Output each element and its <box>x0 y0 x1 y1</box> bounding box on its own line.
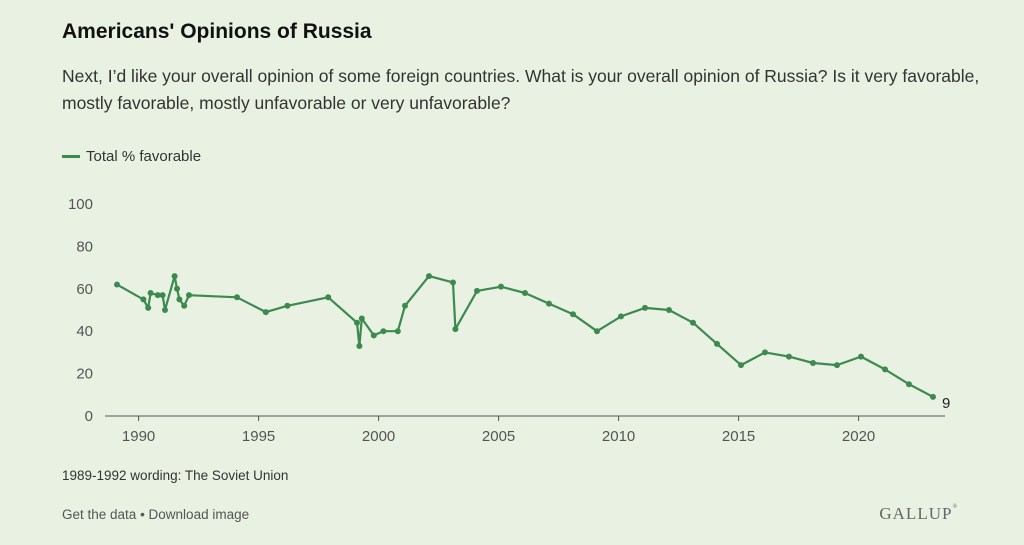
data-point <box>162 307 168 313</box>
data-point <box>380 328 387 335</box>
x-tick-label: 2005 <box>482 428 515 445</box>
get-data-link[interactable]: Get the data <box>62 507 137 522</box>
data-point <box>498 283 504 290</box>
series-line-total-favorable <box>116 275 934 398</box>
legend-label: Total % favorable <box>86 148 202 165</box>
download-image-link[interactable]: Download image <box>148 507 250 522</box>
data-point <box>690 319 696 326</box>
data-point <box>234 294 240 301</box>
link-separator: • <box>136 507 149 522</box>
data-point <box>452 326 459 333</box>
data-point <box>402 302 408 309</box>
data-point <box>114 281 120 288</box>
data-point <box>714 340 720 347</box>
end-value-label: 9 <box>942 395 950 412</box>
data-point <box>154 292 161 299</box>
data-point <box>594 328 600 335</box>
y-tick-label: 60 <box>76 281 93 298</box>
y-tick-label: 20 <box>76 366 93 383</box>
x-tick-label: 1990 <box>122 428 155 445</box>
data-point <box>642 304 648 311</box>
wording-footnote: 1989-1992 wording: The Soviet Union <box>62 468 289 483</box>
data-point <box>786 353 792 360</box>
data-point <box>930 393 936 400</box>
data-point <box>834 362 840 369</box>
data-point <box>147 290 154 297</box>
y-tick-label: 100 <box>68 196 93 213</box>
data-point <box>474 287 480 294</box>
y-tick-label: 0 <box>85 408 93 425</box>
data-point <box>666 307 672 313</box>
data-point <box>171 273 178 280</box>
chart-legend: Total % favorable <box>62 148 201 165</box>
data-point <box>358 315 365 322</box>
data-point <box>159 292 166 299</box>
x-tick-label: 1995 <box>242 428 275 445</box>
gallup-logo: GALLUP® <box>879 504 958 523</box>
data-point <box>570 311 576 318</box>
data-point <box>882 366 888 373</box>
data-point <box>522 290 528 297</box>
data-point <box>186 292 192 299</box>
data-point <box>262 309 269 316</box>
x-tick-label: 2000 <box>362 428 395 445</box>
footer-links: Get the data • Download image <box>62 507 249 522</box>
data-point <box>325 294 332 301</box>
data-point <box>618 313 624 320</box>
data-point <box>174 285 180 292</box>
chart-title: Americans' Opinions of Russia <box>62 20 372 43</box>
data-point <box>426 273 432 280</box>
data-point <box>354 319 360 326</box>
data-point <box>356 343 363 350</box>
data-point <box>450 279 456 286</box>
data-point <box>140 296 147 303</box>
data-point <box>394 328 401 335</box>
x-tick-label: 2020 <box>842 428 875 445</box>
y-tick-label: 40 <box>76 323 93 340</box>
data-point <box>762 349 768 356</box>
legend-line-swatch <box>62 155 80 158</box>
data-point <box>858 353 864 360</box>
data-point <box>176 296 183 303</box>
survey-question: Next, I’d like your overall opinion of s… <box>62 66 980 113</box>
x-tick-label: 2015 <box>722 428 755 445</box>
data-point <box>284 302 291 309</box>
data-point <box>906 381 912 388</box>
data-point <box>810 360 816 366</box>
x-tick-label: 2010 <box>602 428 635 445</box>
y-tick-label: 80 <box>76 238 93 255</box>
data-point <box>145 304 152 311</box>
data-point <box>370 332 377 339</box>
data-point <box>181 302 188 309</box>
data-point <box>546 300 552 307</box>
data-point <box>738 362 744 369</box>
